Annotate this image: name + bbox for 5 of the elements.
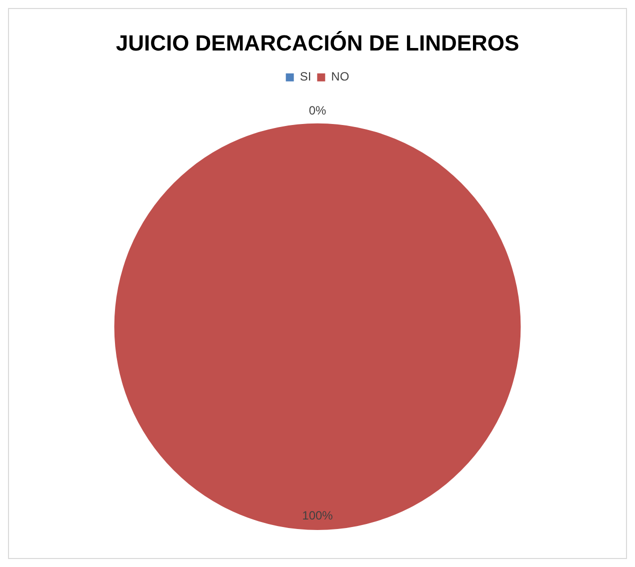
chart-title: JUICIO DEMARCACIÓN DE LINDEROS (116, 30, 520, 56)
data-label: 100% (302, 508, 334, 522)
text: 0% (308, 104, 326, 118)
legend-label: NO (331, 70, 350, 84)
legend-label: SI (300, 70, 312, 84)
